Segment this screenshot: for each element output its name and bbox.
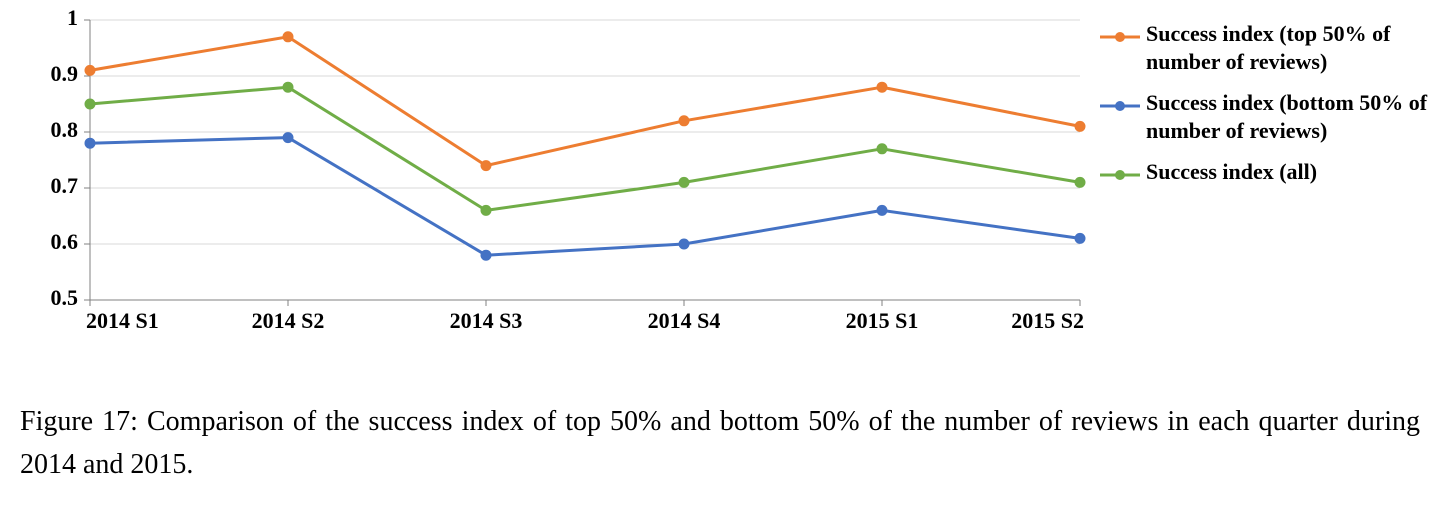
series-marker-all [679,177,689,187]
svg-text:2015 S1: 2015 S1 [846,308,919,333]
legend-swatch-all [1100,164,1140,186]
svg-text:0.6: 0.6 [51,229,79,254]
series-marker-bottom50 [283,133,293,143]
legend-swatch-top50 [1100,26,1140,48]
series-marker-all [283,82,293,92]
series-marker-top50 [1075,121,1085,131]
svg-text:2014 S3: 2014 S3 [450,308,523,333]
svg-text:0.5: 0.5 [51,285,79,310]
figure-wrapper: 0.5 0.6 0.7 0.8 0.9 1 2014 S1 2014 S2 2014 S3 201… [0,0,1450,524]
series-marker-top50 [481,161,491,171]
legend-swatch-bottom50 [1100,95,1140,117]
series-marker-top50 [877,82,887,92]
svg-text:0.7: 0.7 [51,173,79,198]
series-marker-all [85,99,95,109]
series-marker-bottom50 [1075,233,1085,243]
svg-text:0.9: 0.9 [51,61,79,86]
legend-label-top50: Success index (top 50% of number of revi… [1146,20,1430,75]
series-marker-all [1075,177,1085,187]
svg-text:0.8: 0.8 [51,117,79,142]
svg-text:2014 S4: 2014 S4 [648,308,721,333]
legend-label-all: Success index (all) [1146,158,1430,186]
series-marker-bottom50 [481,250,491,260]
svg-text:2014 S1: 2014 S1 [86,308,159,333]
success-index-line-chart: 0.5 0.6 0.7 0.8 0.9 1 2014 S1 2014 S2 2014 S3 201… [20,10,1090,340]
legend-label-bottom50: Success index (bottom 50% of number of r… [1146,89,1430,144]
series-marker-top50 [679,116,689,126]
figure-caption: Figure 17: Comparison of the success ind… [20,400,1420,487]
legend-item-all: Success index (all) [1100,158,1430,186]
svg-text:1: 1 [67,10,78,30]
series-marker-bottom50 [85,138,95,148]
svg-text:2015 S2: 2015 S2 [1011,308,1084,333]
series-marker-all [481,205,491,215]
series-marker-top50 [283,32,293,42]
chart-row: 0.5 0.6 0.7 0.8 0.9 1 2014 S1 2014 S2 2014 S3 201… [20,10,1430,340]
chart-legend: Success index (top 50% of number of revi… [1090,10,1430,200]
legend-item-top50: Success index (top 50% of number of revi… [1100,20,1430,75]
series-marker-all [877,144,887,154]
series-marker-bottom50 [877,205,887,215]
svg-text:2014 S2: 2014 S2 [252,308,325,333]
series-marker-top50 [85,65,95,75]
series-marker-bottom50 [679,239,689,249]
legend-item-bottom50: Success index (bottom 50% of number of r… [1100,89,1430,144]
